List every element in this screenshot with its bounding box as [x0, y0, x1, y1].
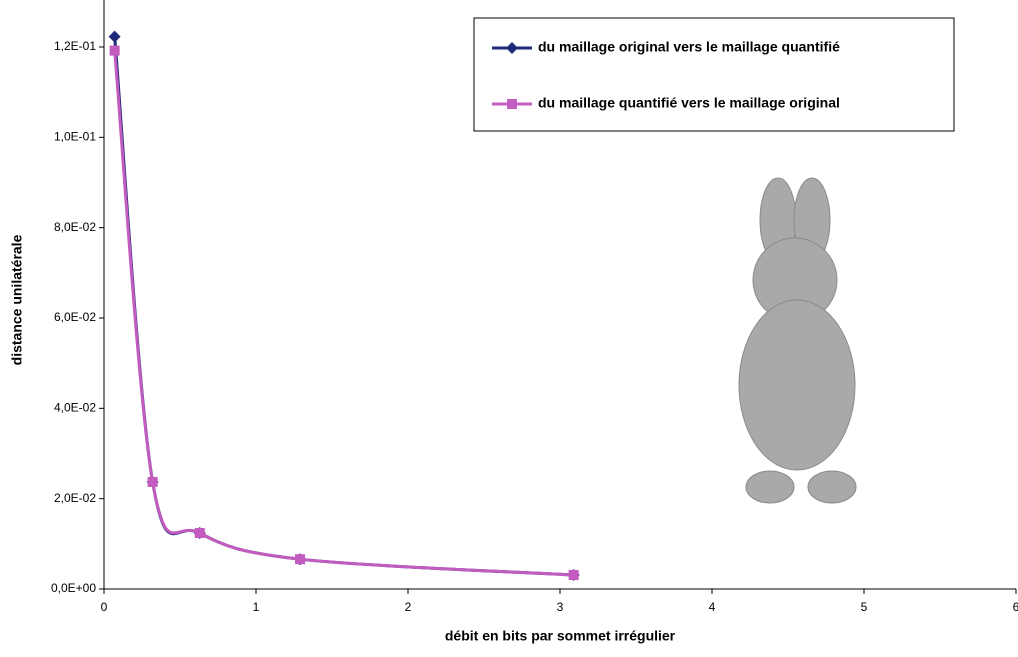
- data-point: [295, 554, 305, 564]
- x-axis-label: débit en bits par sommet irrégulier: [445, 628, 676, 644]
- x-tick-label: 0: [101, 600, 108, 614]
- data-point: [110, 46, 120, 56]
- y-tick-label: 4,0E-02: [54, 401, 96, 415]
- y-tick-label: 0,0E+00: [51, 581, 96, 595]
- y-tick-label: 8,0E-02: [54, 220, 96, 234]
- y-tick-label: 1,2E-01: [54, 39, 96, 53]
- x-tick-label: 4: [709, 600, 716, 614]
- chart: débit en bits par sommet irrégulier dist…: [0, 0, 1018, 657]
- x-tick-label: 3: [557, 600, 564, 614]
- legend-marker: [507, 99, 517, 109]
- data-point: [569, 570, 579, 580]
- y-axis-label: distance unilatérale: [9, 234, 25, 365]
- y-tick-label: 6,0E-02: [54, 310, 96, 324]
- legend-label: du maillage quantifié vers le maillage o…: [538, 95, 840, 111]
- legend-box: [474, 18, 954, 131]
- y-tick-label: 1,0E-01: [54, 130, 96, 144]
- y-tick-label: 2,0E-02: [54, 491, 96, 505]
- data-point: [148, 477, 158, 487]
- x-tick-label: 2: [405, 600, 412, 614]
- data-point: [195, 528, 205, 538]
- x-tick-label: 5: [861, 600, 868, 614]
- x-tick-label: 1: [253, 600, 260, 614]
- x-tick-label: 6: [1013, 600, 1018, 614]
- legend-label: du maillage original vers le maillage qu…: [538, 39, 840, 55]
- data-point: [109, 31, 121, 43]
- bunny-illustration: [739, 178, 856, 503]
